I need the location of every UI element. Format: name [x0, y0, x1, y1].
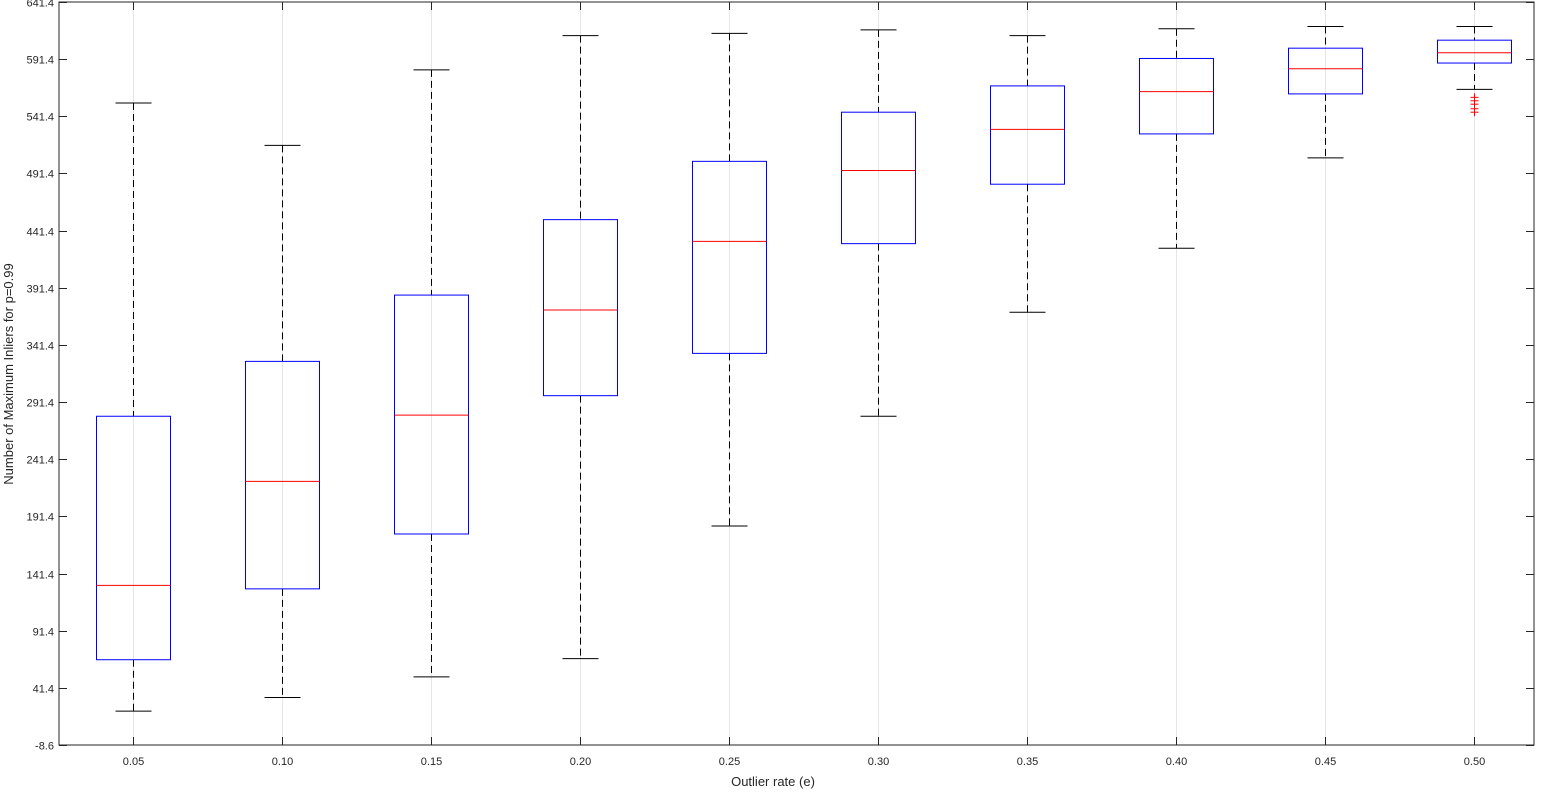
y-tick-label: 441.4 [26, 227, 54, 239]
box-iqr [96, 415, 171, 661]
x-tick-label: 0.10 [272, 756, 293, 768]
box-0.40 [1139, 28, 1214, 249]
y-axis-label: Number of Maximum Inliers for p=0.99 [1, 263, 16, 484]
y-tick-label: -8.6 [35, 741, 54, 753]
box-0.05 [96, 102, 171, 712]
y-tick-label: 641.4 [26, 0, 54, 10]
y-tick-label: 391.4 [26, 284, 54, 296]
grid-lines [133, 2, 1475, 745]
x-tick-label: 0.15 [421, 756, 442, 768]
box-iqr [1437, 39, 1512, 64]
y-tick-label: 591.4 [26, 55, 54, 67]
y-tick-label: 191.4 [26, 512, 54, 524]
box-iqr [1139, 57, 1214, 135]
box-iqr [1288, 47, 1363, 95]
y-tick-label: 41.4 [33, 684, 54, 696]
y-tick-label: 141.4 [26, 570, 54, 582]
y-tick-label: 291.4 [26, 398, 54, 410]
y-tick-label: 491.4 [26, 169, 54, 181]
box-0.15 [394, 69, 469, 678]
box-0.35 [990, 35, 1065, 313]
x-tick-label: 0.05 [123, 756, 144, 768]
box-iqr [543, 219, 618, 397]
box-0.20 [543, 35, 618, 660]
box-0.50 [1437, 25, 1512, 117]
tick-layer: -8.6 41.4 91.4 141.4 191.4 241.4 291.4 341.4 391… [26, 0, 1534, 768]
x-tick-label: 0.30 [868, 756, 889, 768]
y-tick-label: 541.4 [26, 112, 54, 124]
y-tick-label: 91.4 [33, 627, 54, 639]
x-tick-label: 0.40 [1166, 756, 1187, 768]
x-axis-label: Outlier rate (e) [731, 774, 815, 789]
box-0.45 [1288, 25, 1363, 159]
x-tick-label: 0.35 [1017, 756, 1038, 768]
x-tick-label: 0.45 [1315, 756, 1336, 768]
box-0.30 [841, 29, 916, 417]
x-tick-label: 0.25 [719, 756, 740, 768]
y-tick-label: 341.4 [26, 341, 54, 353]
box-layer [96, 25, 1512, 712]
box-iqr [692, 160, 767, 354]
x-tick-label: 0.50 [1464, 756, 1485, 768]
box-iqr [841, 111, 916, 245]
box-0.10 [245, 144, 320, 698]
box-iqr [245, 360, 320, 590]
plot-area-frame [58, 1, 1535, 746]
y-tick-label: 241.4 [26, 455, 54, 467]
box-0.25 [692, 32, 767, 527]
box-iqr [394, 294, 469, 535]
box-iqr [990, 85, 1065, 185]
x-tick-label: 0.20 [570, 756, 591, 768]
